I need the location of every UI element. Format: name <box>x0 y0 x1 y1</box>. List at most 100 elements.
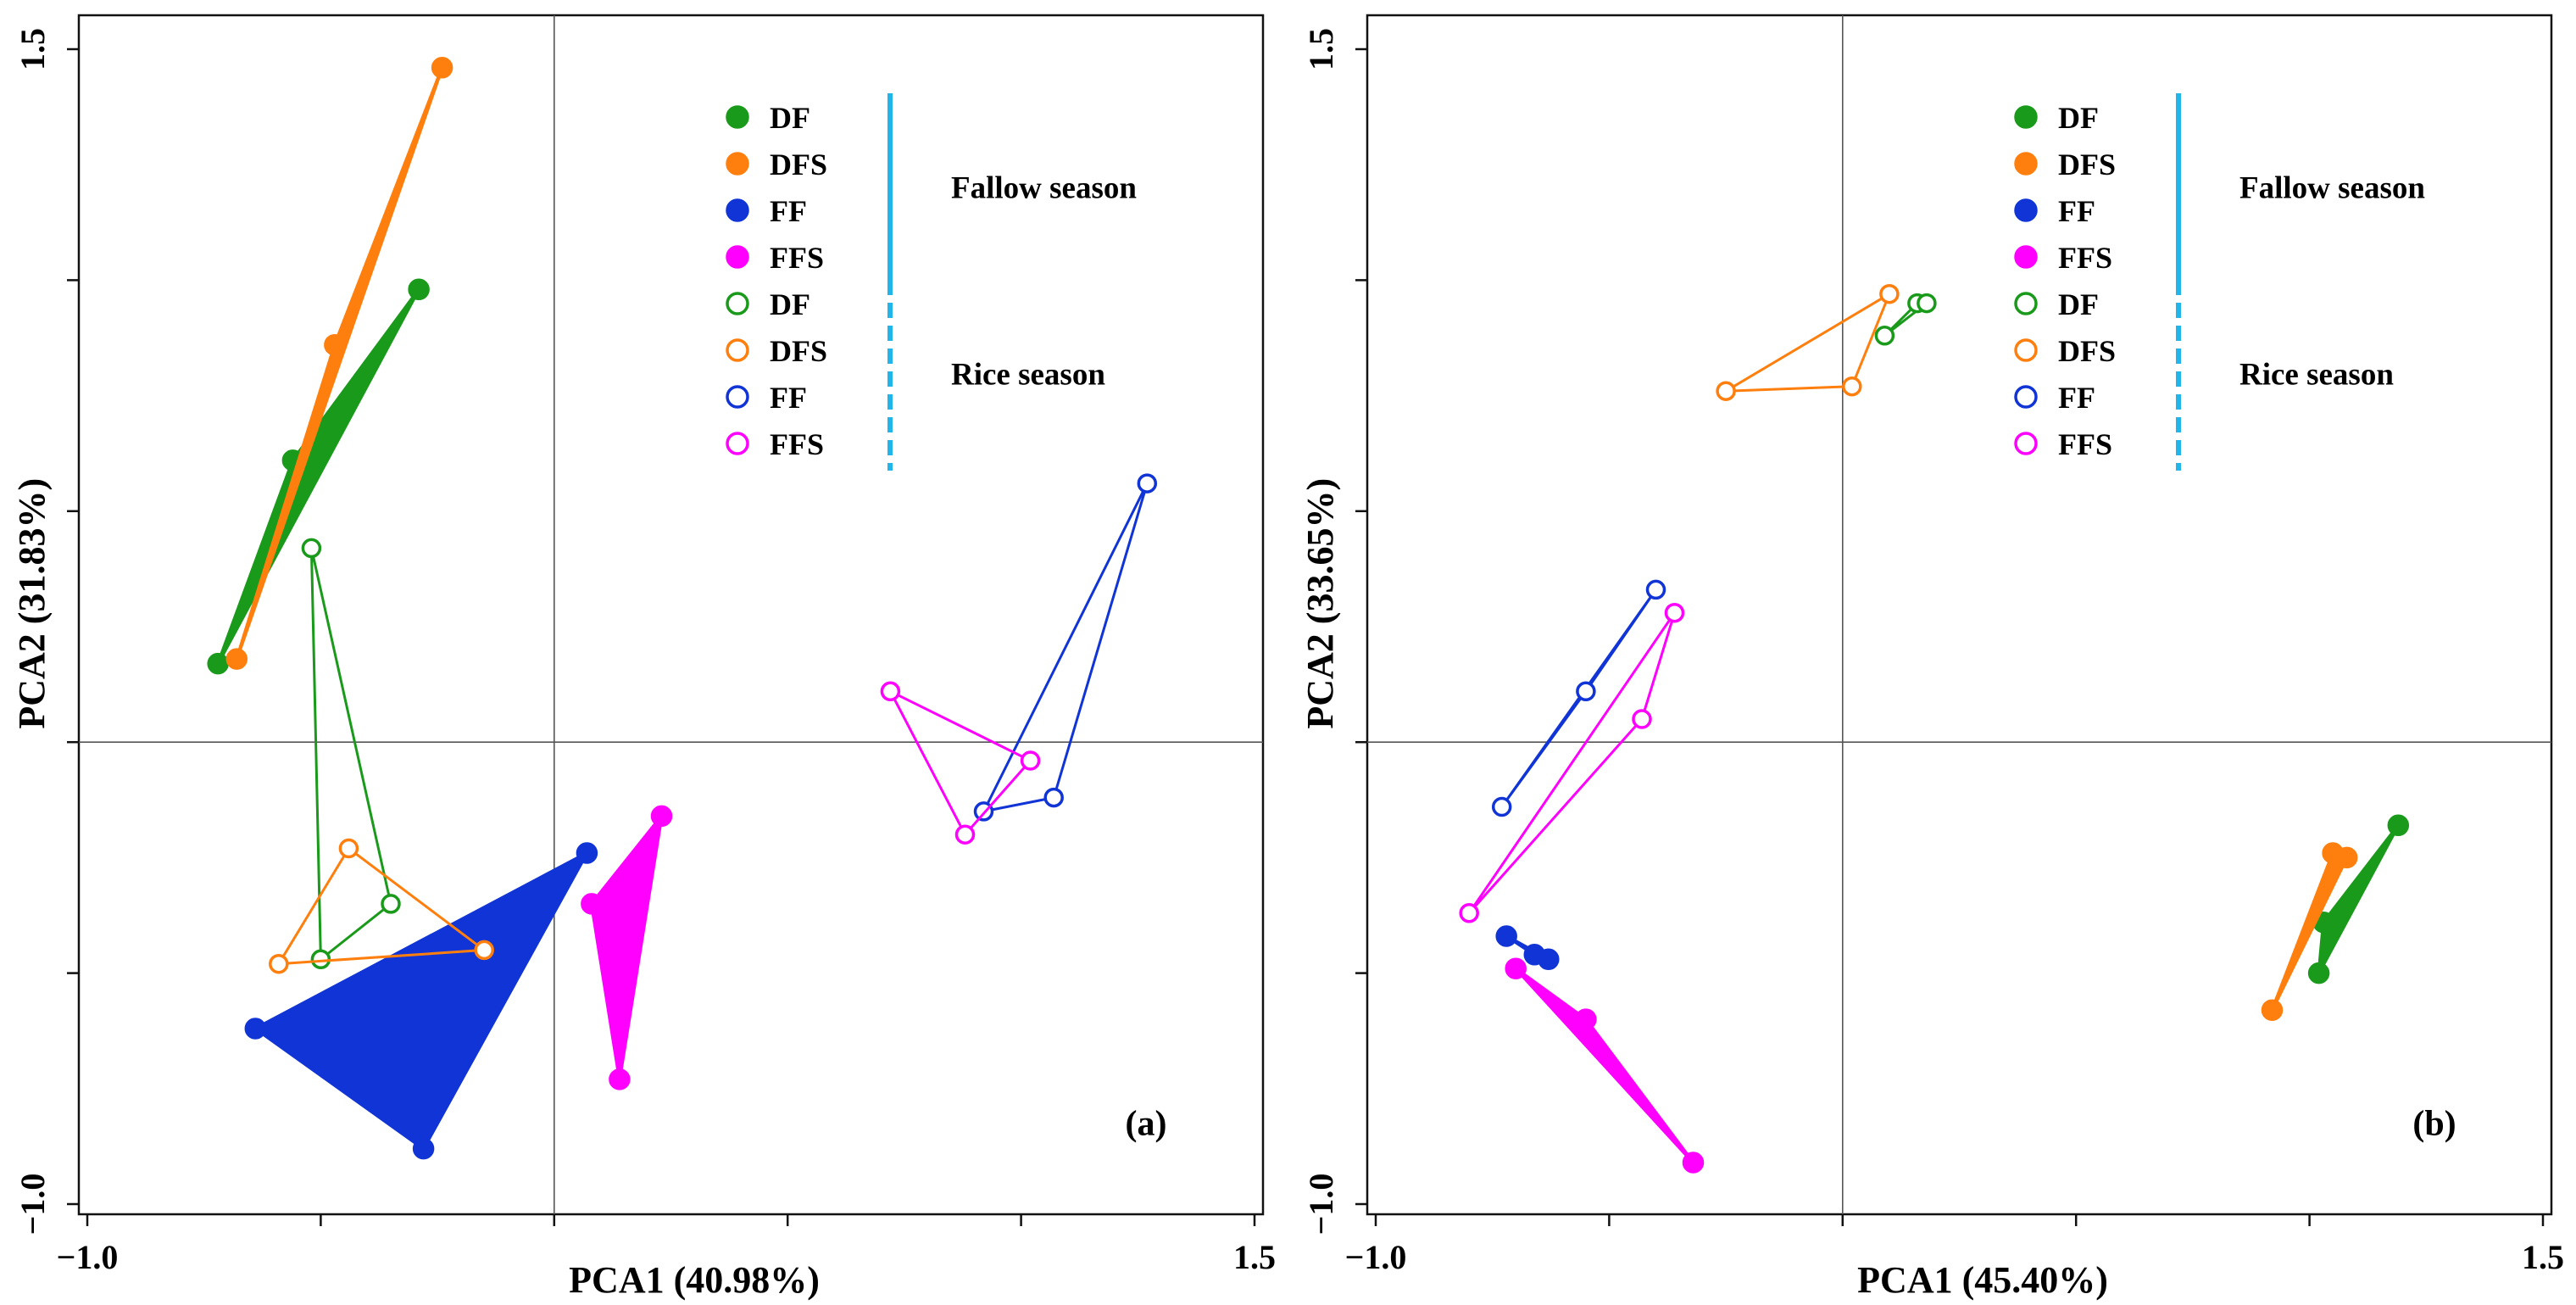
point-df-rice-2 <box>310 949 331 970</box>
legend-label-ff-fallow: FF <box>770 194 807 228</box>
point-dfs-fallow-3 <box>431 57 453 79</box>
panel-label: (a) <box>1126 1104 1167 1143</box>
series-hull-df-fallow <box>2317 823 2401 975</box>
point-dfs-rice-3 <box>1879 283 1900 304</box>
point-ff-rice-2 <box>1576 681 1596 702</box>
legend-marker-df-fallow <box>2014 105 2038 129</box>
point-ffs-fallow-1 <box>581 893 603 915</box>
legend-marker-dfs-rice <box>2014 338 2038 362</box>
point-dfs-rice-1 <box>1716 381 1736 401</box>
legend-label-df-fallow: DF <box>770 101 810 135</box>
point-ffs-fallow-2 <box>1575 1008 1597 1030</box>
point-dfs-rice-3 <box>474 940 494 961</box>
y-tick-label-min: −1.0 <box>14 1174 52 1235</box>
point-ffs-rice-2 <box>954 824 976 845</box>
point-ff-fallow-2 <box>412 1137 435 1160</box>
legend-label-dfs-fallow: DFS <box>2058 148 2116 181</box>
legend-group-fallow: Fallow season <box>2239 171 2425 206</box>
y-tick-label-max: 1.5 <box>14 28 52 70</box>
legend: DF DFS FF FFS DF DFS FF FFS Fallow season Rice se… <box>2014 93 2425 471</box>
legend-label-ff-rice: FF <box>770 381 807 415</box>
legend-label-ff-rice: FF <box>2058 381 2095 415</box>
point-df-rice-3 <box>1917 293 1937 314</box>
series-hull-dfs-fallow <box>235 65 444 661</box>
legend-marker-ff-fallow <box>2014 198 2038 222</box>
panel-label: (b) <box>2412 1104 2456 1143</box>
x-tick-label-min: −1.0 <box>57 1238 119 1276</box>
point-df-fallow-1 <box>207 652 229 675</box>
series-hull-df-rice <box>309 546 392 961</box>
series-hull-ffs-rice <box>1467 611 1676 915</box>
legend: DF DFS FF FFS DF DFS FF FFS Fallow season Rice se… <box>726 93 1137 471</box>
point-ff-fallow-3 <box>576 842 598 864</box>
legend-label-ff-fallow: FF <box>2058 194 2095 228</box>
legend-marker-ffs-fallow <box>2014 245 2038 269</box>
legend-marker-df-rice <box>726 292 749 315</box>
series-hull-ff-rice <box>982 482 1149 813</box>
point-ffs-fallow-1 <box>1505 957 1527 979</box>
legend-marker-ff-rice <box>726 385 749 409</box>
point-dfs-fallow-1 <box>2261 999 2284 1021</box>
legend-label-dfs-rice: DFS <box>2058 334 2116 368</box>
point-df-fallow-1 <box>2307 962 2330 984</box>
legend-marker-ffs-fallow <box>726 245 749 269</box>
legend-marker-dfs-fallow <box>726 152 749 176</box>
point-ffs-rice-3 <box>1664 602 1685 623</box>
panel-b: −1.0 1.5 1.5 −1.0 PCA1 (45.40%) PCA2 (33.65%)… <box>1288 0 2576 1305</box>
series-hull-ffs-fallow <box>589 814 664 1081</box>
series-hull-ffs-rice <box>888 689 1032 836</box>
legend-group-rice: Rice season <box>951 358 1105 393</box>
point-ffs-rice-1 <box>1459 903 1479 923</box>
plot-frame <box>1366 14 2553 1216</box>
point-df-fallow-3 <box>2387 814 2410 837</box>
point-df-fallow-3 <box>408 278 430 301</box>
point-ff-fallow-3 <box>1538 948 1560 971</box>
point-df-rice-1 <box>301 538 322 559</box>
x-tick-label-min: −1.0 <box>1345 1238 1407 1276</box>
point-ff-rice-3 <box>1137 473 1158 494</box>
legend-marker-ffs-rice <box>726 432 749 455</box>
legend-marker-df-fallow <box>726 105 749 129</box>
legend-label-ffs-rice: FFS <box>2058 427 2112 461</box>
legend-marker-ff-fallow <box>726 198 749 222</box>
legend-label-dfs-rice: DFS <box>770 334 827 368</box>
point-df-rice-1 <box>1874 326 1895 346</box>
point-ff-rice-1 <box>1491 796 1512 817</box>
y-axis-title: PCA2 (31.83%) <box>11 478 53 729</box>
legend-group-fallow: Fallow season <box>951 171 1137 206</box>
point-ffs-fallow-3 <box>650 805 673 828</box>
legend-group-rice: Rice season <box>2239 358 2394 393</box>
legend-label-df-rice: DF <box>770 287 810 321</box>
point-dfs-rice-2 <box>338 838 359 859</box>
point-ff-fallow-1 <box>1495 925 1517 947</box>
legend-label-dfs-fallow: DFS <box>770 148 827 181</box>
legend-marker-dfs-rice <box>726 338 749 362</box>
legend-label-df-fallow: DF <box>2058 101 2099 135</box>
chart-b: −1.0 1.5 1.5 −1.0 PCA1 (45.40%) PCA2 (33.65%)… <box>1299 14 2564 1301</box>
point-ffs-rice-1 <box>880 681 901 702</box>
y-tick-label-max: 1.5 <box>1302 28 1340 70</box>
x-tick-label-max: 1.5 <box>2522 1238 2564 1276</box>
y-axis-title: PCA2 (33.65%) <box>1299 478 1341 729</box>
point-ff-rice-3 <box>1645 579 1666 600</box>
point-ffs-fallow-3 <box>1682 1152 1705 1174</box>
legend-marker-ffs-rice <box>2014 432 2038 455</box>
point-df-rice-3 <box>381 894 401 914</box>
point-dfs-fallow-3 <box>2335 846 2358 869</box>
legend-label-ffs-rice: FFS <box>770 427 824 461</box>
series-hull-dfs-rice <box>1724 293 1891 393</box>
series-hull-ff-fallow <box>253 851 589 1151</box>
point-dfs-rice-1 <box>269 953 289 974</box>
plot-frame <box>77 14 1265 1216</box>
x-axis-title: PCA1 (40.98%) <box>569 1259 820 1301</box>
series-hull-df-fallow <box>216 287 421 666</box>
point-ffs-rice-3 <box>1020 750 1041 771</box>
point-ff-rice-2 <box>1043 787 1064 808</box>
legend-label-ffs-fallow: FFS <box>2058 241 2112 275</box>
legend-marker-df-rice <box>2014 292 2038 315</box>
x-axis-title: PCA1 (45.40%) <box>1857 1259 2108 1301</box>
chart-a: −1.0 1.5 1.5 −1.0 PCA1 (40.98%) PCA2 (31.83%)… <box>11 14 1276 1301</box>
legend-marker-ff-rice <box>2014 385 2038 409</box>
legend-label-df-rice: DF <box>2058 287 2099 321</box>
x-tick-label-max: 1.5 <box>1233 1238 1276 1276</box>
